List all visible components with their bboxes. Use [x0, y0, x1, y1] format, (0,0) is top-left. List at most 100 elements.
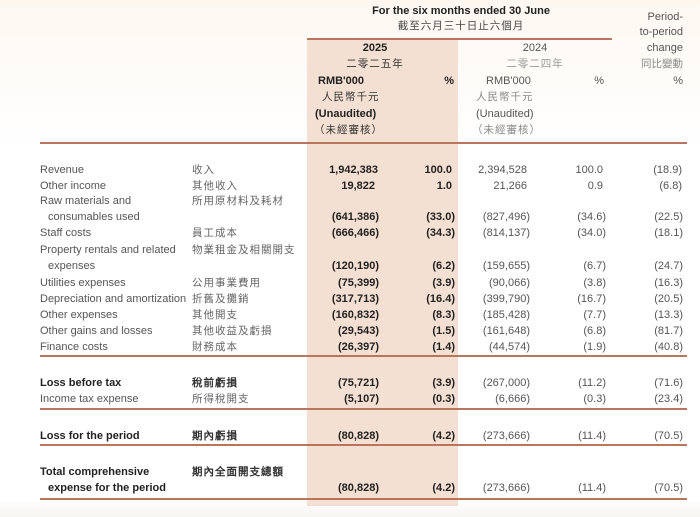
row-label-cn: 收入	[192, 164, 215, 176]
row-label-en: Revenue	[40, 164, 85, 176]
fy2024-unit: RMB'000	[486, 75, 531, 87]
fy2024-amount: (6,666)	[495, 393, 530, 405]
section-divider-2	[40, 408, 687, 410]
fy2024-pct: (11.4)	[578, 482, 606, 494]
fy2025-pct: (0.3)	[432, 393, 455, 405]
fy2024-year-cn: 二零二四年	[506, 58, 564, 70]
fy2025-amount: (80,828)	[338, 482, 379, 494]
fy2024-pct: (6.8)	[583, 325, 606, 337]
fy2024-amount: (159,655)	[482, 260, 530, 272]
fy2025-pct: (3.9)	[432, 277, 455, 289]
fy2025-amount: (75,721)	[338, 377, 379, 389]
fy2025-pct: (4.2)	[432, 430, 455, 442]
row-label-en-cont: expense for the period	[48, 482, 166, 494]
change-unit: %	[673, 75, 683, 87]
fy2025-amount: (641,386)	[331, 211, 379, 223]
fy2025-pct: (34.3)	[426, 227, 455, 239]
fy2024-amount: (399,790)	[482, 293, 530, 305]
row-label-en: Utilities expenses	[40, 277, 126, 289]
fy2024-year: 2024	[522, 42, 548, 54]
fy2024-pct: (1.9)	[583, 341, 606, 353]
change-pct: (40.8)	[654, 341, 683, 353]
fy2025-pct: (4.2)	[432, 482, 455, 494]
fy2025-pct: (6.2)	[432, 260, 455, 272]
fy2024-amount: (161,648)	[482, 325, 530, 337]
fy2024-unit-cn: 人民幣千元	[476, 91, 534, 103]
fy2024-amount: 2,394,528	[478, 164, 527, 176]
row-label-cn: 物業租金及相關開支	[192, 244, 296, 256]
fy2025-year-cn: 二零二五年	[346, 58, 404, 70]
fy2025-pct: (33.0)	[426, 211, 455, 223]
row-label-en: Depreciation and amortization	[40, 293, 187, 305]
change-pct: (70.5)	[654, 482, 683, 494]
fy2024-amount: (185,428)	[482, 309, 530, 321]
fy2025-pct-header: %	[444, 75, 454, 87]
change-pct: (13.3)	[654, 309, 683, 321]
row-label-cn: 期內虧損	[192, 430, 238, 442]
row-label-cn: 其他收入	[192, 180, 238, 192]
fy2024-pct: (11.4)	[578, 430, 606, 442]
fy2024-pct: (16.7)	[577, 293, 606, 305]
change-pct: (70.5)	[654, 430, 683, 442]
fy2025-pct: (16.4)	[426, 293, 455, 305]
fy2025-amount: (666,466)	[331, 227, 379, 239]
row-label-en-cont: expenses	[48, 260, 96, 272]
fy2025-amount: (26,397)	[338, 341, 379, 353]
fy2024-pct: (0.3)	[583, 393, 606, 405]
fy2024-pct: (34.0)	[577, 227, 606, 239]
fy2025-audit: (Unaudited)	[315, 108, 377, 120]
row-label-cn: 公用事業費用	[192, 277, 261, 289]
fy2025-amount: (80,828)	[338, 430, 379, 442]
row-label-en-cont: consumables used	[48, 211, 140, 223]
row-label-cn: 所得稅開支	[192, 393, 250, 405]
change-pct: (20.5)	[654, 293, 683, 305]
section-divider-3	[40, 444, 687, 446]
fy2024-pct: 0.9	[587, 180, 603, 192]
row-label-cn: 所用原材料及耗材	[192, 195, 284, 207]
change-title-line2: to-period	[639, 26, 683, 38]
fy2025-column-highlight	[307, 40, 458, 506]
row-label-en: Loss for the period	[40, 430, 140, 442]
fy2025-unit: RMB'000	[318, 75, 365, 87]
row-label-en: Income tax expense	[40, 393, 139, 405]
fy2024-audit-cn: （未經審核）	[472, 124, 541, 136]
header-divider	[40, 142, 687, 144]
row-label-en: Raw materials and	[40, 195, 132, 207]
fy2025-amount: 1,942,383	[329, 164, 378, 176]
change-pct: (24.7)	[654, 260, 683, 272]
section-divider-4	[40, 498, 687, 500]
change-title-line3: change	[646, 42, 683, 54]
row-label-cn: 其他收益及虧損	[192, 325, 273, 337]
row-label-cn: 稅前虧損	[192, 377, 238, 389]
change-pct: (81.7)	[654, 325, 683, 337]
change-pct: (18.9)	[653, 164, 682, 176]
fy2025-amount: (317,713)	[331, 293, 379, 305]
fy2025-amount: (29,543)	[338, 325, 379, 337]
period-title: For the six months ended 30 June	[372, 5, 550, 17]
fy2025-year: 2025	[362, 42, 388, 54]
fy2024-amount: (814,137)	[482, 227, 530, 239]
fy2024-amount: (827,496)	[482, 211, 530, 223]
fy2024-pct: 100.0	[575, 164, 603, 176]
fy2024-pct: (34.6)	[577, 211, 606, 223]
fy2025-pct: 1.0	[436, 180, 452, 192]
row-label-en: Other expenses	[40, 309, 118, 321]
fy2025-amount: (5,107)	[344, 393, 379, 405]
fy2024-amount: (267,000)	[482, 377, 530, 389]
row-label-cn: 員工成本	[192, 227, 238, 239]
period-title-cn: 截至六月三十日止六個月	[397, 20, 525, 32]
change-pct: (71.6)	[654, 377, 683, 389]
row-label-en: Other gains and losses	[40, 325, 153, 337]
row-label-cn: 期內全面開支總額	[192, 466, 284, 478]
fy2025-unit-cn: 人民幣千元	[322, 91, 380, 103]
row-label-cn: 財務成本	[192, 341, 238, 353]
change-title-line1: Period-	[647, 11, 683, 23]
fy2025-pct: (1.5)	[432, 325, 455, 337]
row-label-en: Finance costs	[40, 341, 108, 353]
fy2024-pct: (3.8)	[583, 277, 606, 289]
fy2025-amount: 19,822	[341, 180, 375, 192]
period-header-divider	[307, 38, 612, 40]
row-label-en: Property rentals and related	[40, 244, 176, 256]
change-pct: (22.5)	[654, 211, 683, 223]
fy2025-pct: (3.9)	[432, 377, 455, 389]
